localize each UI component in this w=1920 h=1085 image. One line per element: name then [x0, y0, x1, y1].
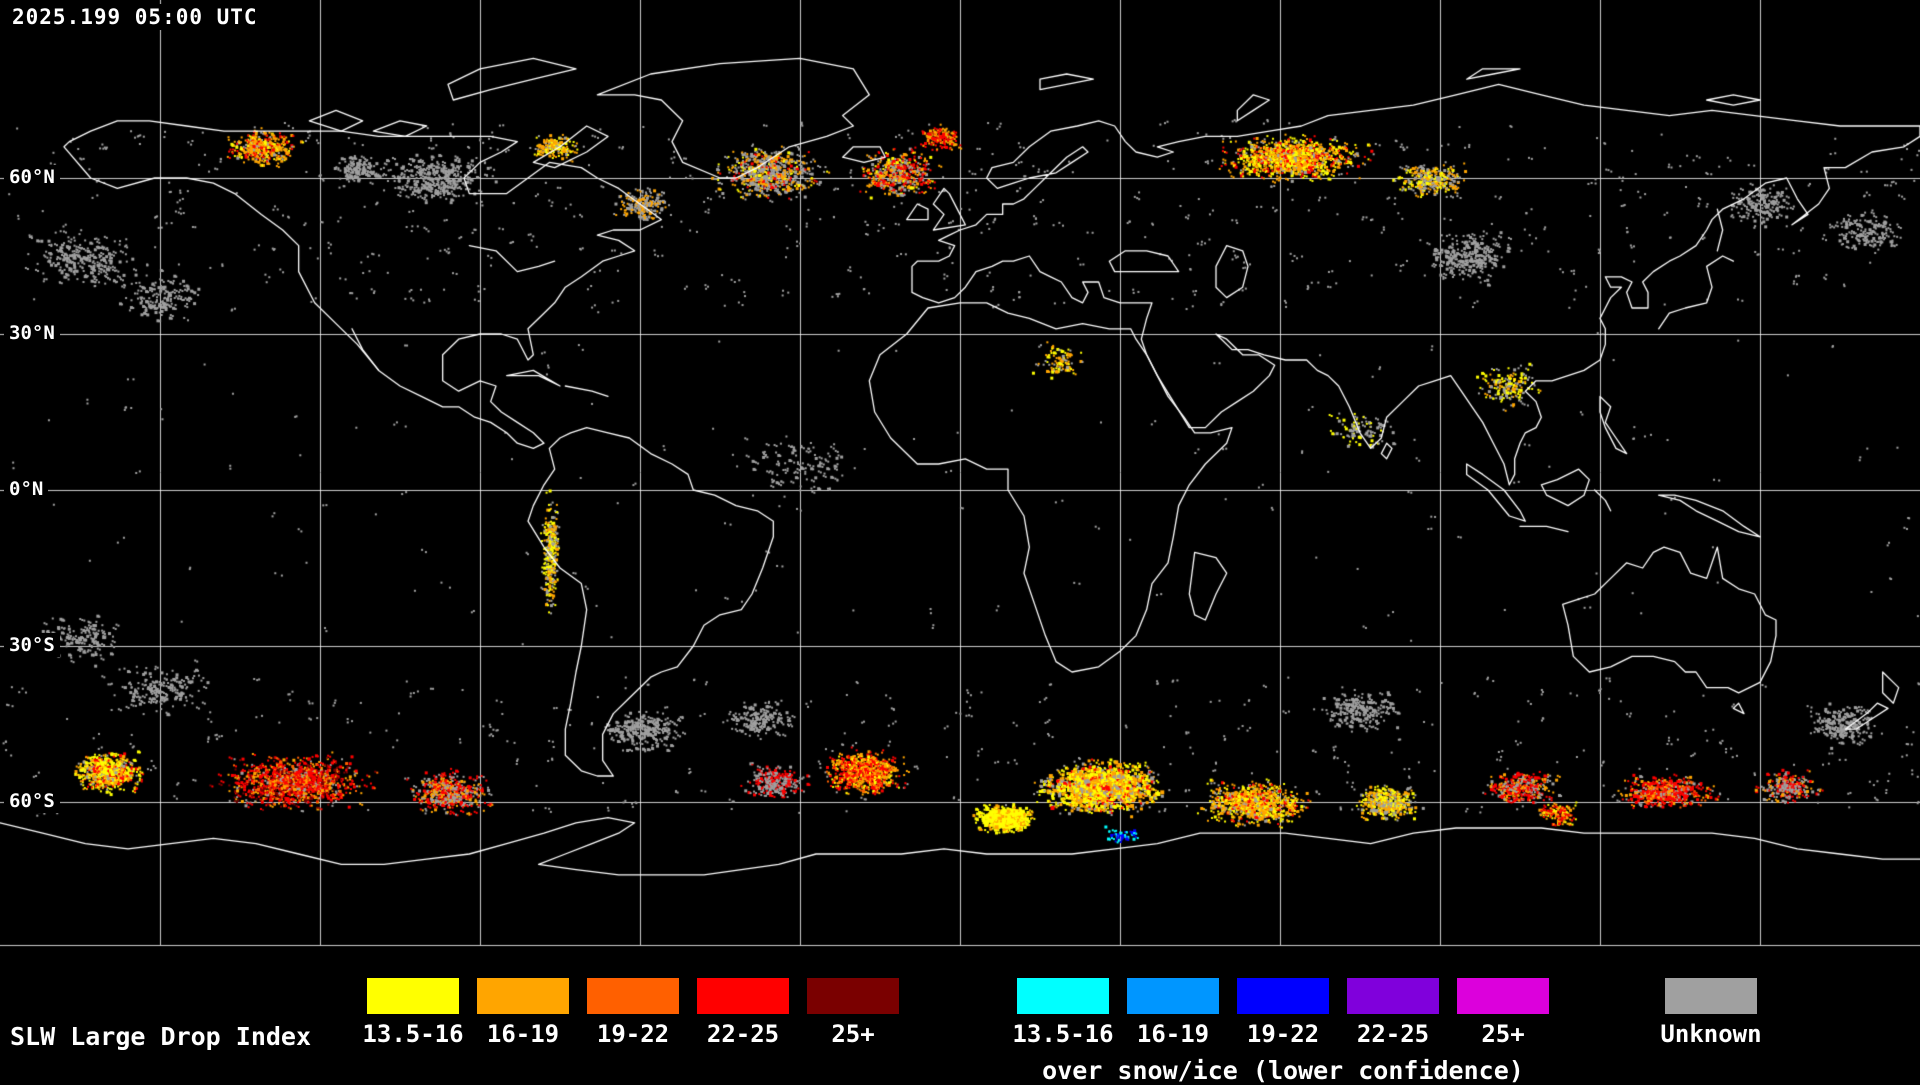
- lat-label-60n: 60°N: [4, 165, 60, 189]
- lat-label-60s: 60°S: [4, 789, 60, 813]
- lat-label-30s: 30°S: [4, 633, 60, 657]
- lat-label-0n: 0°N: [4, 477, 49, 501]
- timestamp-label: 2025.199 05:00 UTC: [6, 4, 264, 30]
- lat-label-30n: 30°N: [4, 321, 60, 345]
